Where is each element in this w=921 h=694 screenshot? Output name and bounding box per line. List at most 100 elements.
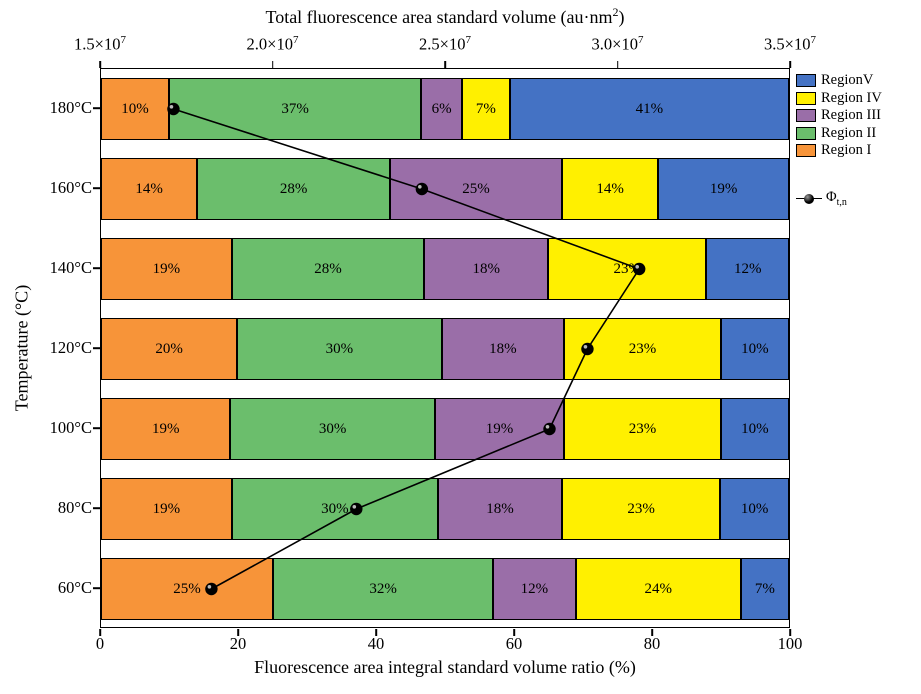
legend: RegionV Region IV Region III Region II Regio… bbox=[796, 72, 882, 208]
y-axis-tick-mark bbox=[93, 587, 100, 589]
bar-segment-label: 37% bbox=[281, 100, 309, 117]
bar-segment-label: 19% bbox=[152, 500, 181, 517]
bar-segment-label: 25% bbox=[462, 180, 490, 197]
bar-segment-region-ii: 30% bbox=[237, 318, 442, 380]
bar-segment-region-ii: 28% bbox=[197, 158, 390, 220]
bar-segment-label: 7% bbox=[475, 100, 496, 117]
top-axis-tick-label: 3.0×107 bbox=[591, 34, 644, 54]
legend-color-swatch bbox=[796, 126, 816, 140]
bar-row: 19% 30% 18% 23% 10% bbox=[101, 478, 789, 540]
phi-line-symbol-icon bbox=[796, 193, 822, 205]
legend-item-region-i: Region I bbox=[796, 142, 882, 160]
bar-segment-region-i: 19% bbox=[101, 478, 232, 540]
y-axis-tick-mark bbox=[93, 347, 100, 349]
legend-item-label: Region I bbox=[821, 142, 872, 159]
bar-segment-region-iv: 14% bbox=[561, 158, 659, 220]
bottom-axis-tick-mark bbox=[237, 629, 239, 636]
bar-row: 14% 28% 25% 14% 19% bbox=[101, 158, 789, 220]
bar-segment-region-iv: 23% bbox=[561, 478, 721, 540]
phi-ball-glyph bbox=[804, 193, 814, 204]
bar-row: 10% 37% 6% 7% 41% bbox=[101, 78, 789, 140]
bottom-axis-tick-label: 20 bbox=[229, 634, 247, 653]
bar-segment-label: 30% bbox=[325, 340, 354, 357]
y-axis-category-label: 160°C bbox=[49, 178, 92, 197]
bar-segment-regionv: 12% bbox=[706, 238, 789, 300]
bar-segment-label: 6% bbox=[431, 100, 452, 117]
y-axis-category-label: 120°C bbox=[49, 338, 92, 357]
plot-area: 10% 37% 6% 7% 41% 14% 28% 25% 14% 19% 19% 28% 18% 23%… bbox=[100, 68, 790, 628]
y-axis-tick-mark bbox=[93, 107, 100, 109]
bar-segment-regionv: 19% bbox=[658, 158, 789, 220]
top-axis-tick-mark bbox=[789, 61, 791, 68]
bar-segment-label: 23% bbox=[628, 340, 657, 357]
y-axis-category-label: 100°C bbox=[49, 418, 92, 437]
legend-item-regionv: RegionV bbox=[796, 72, 882, 90]
top-axis-tick-mark bbox=[616, 61, 619, 68]
bottom-axis-tick-label: 0 bbox=[95, 634, 105, 653]
legend-item-region-iii: Region III bbox=[796, 107, 882, 125]
bar-segment-region-iii: 19% bbox=[434, 398, 565, 460]
bar-segment-region-ii: 30% bbox=[230, 398, 435, 460]
top-axis-title-suffix: ) bbox=[618, 7, 625, 27]
bar-segment-label: 10% bbox=[741, 340, 769, 357]
bar-segment-region-ii: 30% bbox=[231, 478, 439, 540]
bar-segment-label: 28% bbox=[279, 180, 308, 197]
bar-segment-label: 41% bbox=[635, 100, 664, 117]
legend-item-label: Region III bbox=[821, 107, 881, 124]
top-axis-title-text: Total fluorescence area standard volume … bbox=[265, 7, 613, 27]
y-axis-tick-mark bbox=[93, 187, 100, 189]
bar-row: 20% 30% 18% 23% 10% bbox=[101, 318, 789, 380]
bottom-axis-tick-label: 40 bbox=[367, 634, 385, 653]
y-axis-category-label: 180°C bbox=[49, 98, 92, 117]
bar-segment-region-ii: 28% bbox=[231, 238, 425, 300]
legend-color-swatch bbox=[796, 91, 816, 105]
bar-segment-label: 10% bbox=[121, 100, 149, 117]
bar-segment-region-i: 25% bbox=[101, 558, 273, 620]
bar-segment-label: 19% bbox=[709, 180, 738, 197]
bar-segment-region-ii: 37% bbox=[169, 78, 422, 140]
top-axis-tick-label: 2.5×107 bbox=[419, 34, 471, 54]
top-axis-tick-label: 1.5×107 bbox=[74, 34, 126, 54]
bar-segment-label: 30% bbox=[318, 420, 347, 437]
bar-segment-region-iii: 6% bbox=[421, 78, 463, 140]
y-axis-category-label: 140°C bbox=[49, 258, 92, 277]
bar-segment-regionv: 41% bbox=[509, 78, 789, 140]
y-axis-title: Temperature (°C) bbox=[11, 284, 32, 412]
bar-segment-region-i: 20% bbox=[101, 318, 238, 380]
bottom-axis-tick-mark bbox=[375, 629, 377, 636]
bottom-axis-tick-mark bbox=[789, 629, 791, 636]
legend-item-label: RegionV bbox=[821, 72, 874, 89]
bar-segment-regionv: 10% bbox=[720, 398, 789, 460]
y-axis-category-label: 60°C bbox=[57, 578, 92, 597]
bar-segment-label: 14% bbox=[135, 180, 163, 197]
bar-segment-label: 19% bbox=[152, 260, 181, 277]
bar-segment-region-iv: 23% bbox=[564, 398, 721, 460]
bar-segment-regionv: 10% bbox=[720, 318, 789, 380]
bar-segment-label: 7% bbox=[754, 580, 775, 597]
bar-segment-region-i: 14% bbox=[101, 158, 198, 220]
legend-item-region-ii: Region II bbox=[796, 125, 882, 143]
bottom-axis-tick-mark bbox=[651, 629, 653, 636]
bar-segment-regionv: 7% bbox=[740, 558, 789, 620]
top-axis-tick-mark bbox=[444, 61, 446, 68]
top-axis-tick-label: 3.5×107 bbox=[764, 34, 816, 54]
x-axis-title: Fluorescence area integral standard volu… bbox=[254, 657, 636, 677]
bar-segment-label: 30% bbox=[321, 500, 349, 517]
bar-segment-label: 19% bbox=[151, 420, 180, 437]
legend-color-swatch bbox=[796, 144, 816, 158]
bar-segment-region-iii: 25% bbox=[389, 158, 562, 220]
top-axis-tick-mark bbox=[271, 61, 274, 68]
bar-segment-region-iv: 23% bbox=[564, 318, 721, 380]
bar-segment-region-i: 10% bbox=[101, 78, 170, 140]
legend-color-swatch bbox=[796, 109, 816, 123]
bar-row: 19% 28% 18% 23% 12% bbox=[101, 238, 789, 300]
bar-segment-label: 23% bbox=[613, 260, 642, 277]
bar-segment-label: 14% bbox=[596, 180, 624, 197]
bar-row: 19% 30% 19% 23% 10% bbox=[101, 398, 789, 460]
bar-segment-label: 18% bbox=[486, 500, 514, 517]
bar-segment-region-iii: 18% bbox=[441, 318, 565, 380]
bar-segment-region-i: 19% bbox=[101, 398, 231, 460]
bar-segment-label: 18% bbox=[489, 340, 517, 357]
bar-segment-region-iv: 7% bbox=[462, 78, 510, 140]
